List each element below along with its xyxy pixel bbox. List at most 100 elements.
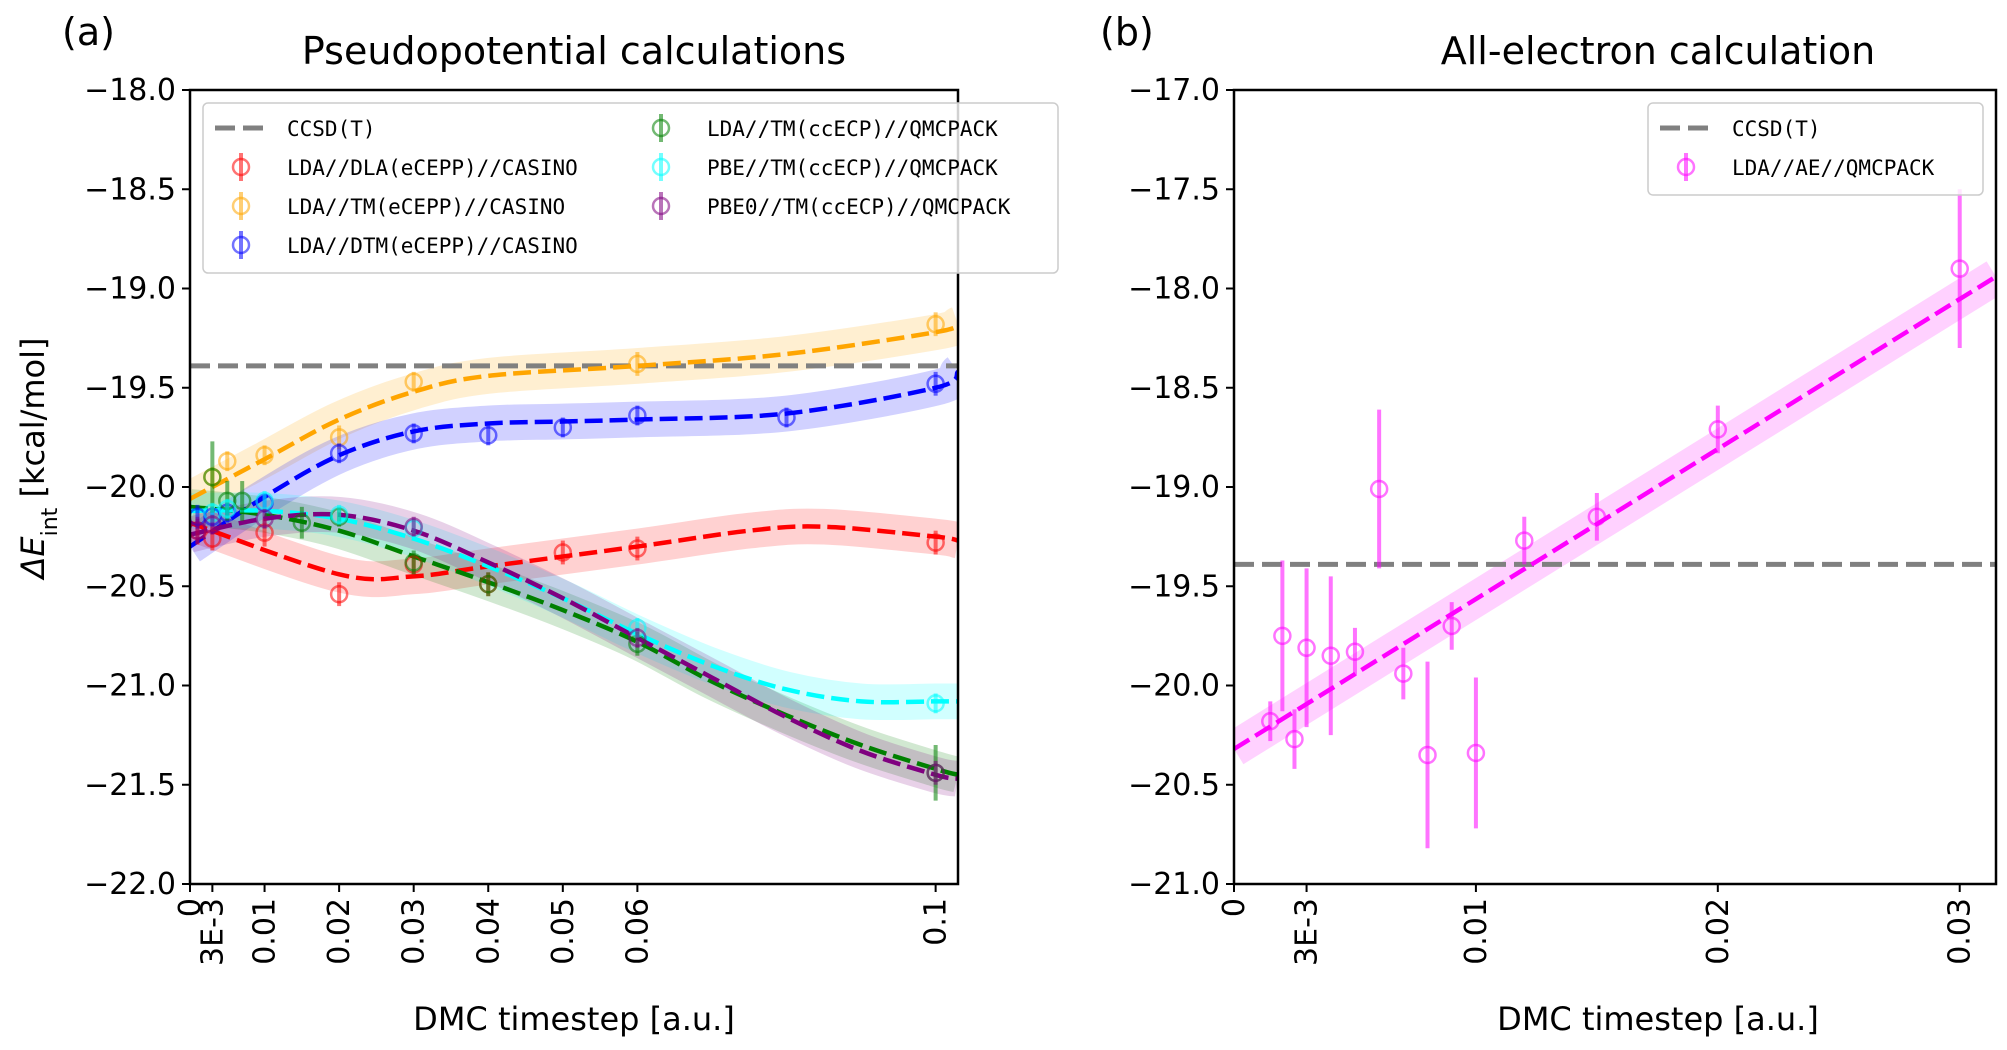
data-point-lda-ae-qmcpack [1587,507,1607,527]
data-point-pbe0-tm-ccecp-qmcpack [203,515,222,534]
legend-label-pbe0-tm-ccecp-qmcpack: PBE0//TM(ccECP)//QMCPACK [707,195,1011,219]
panel-a-x-axis-label: DMC timestep [a.u.] [413,1000,735,1038]
fit-curve-lda-dtm-ecepp-casino [190,370,958,549]
data-point-pbe-tm-ccecp-qmcpack [329,505,349,525]
legend-label-lda-dla-ecepp-casino: LDA//DLA(eCEPP)//CASINO [287,156,578,180]
x-tick-label: 0.04 [471,898,506,965]
data-point-lda-tm-ccecp-qmcpack [292,513,312,532]
legend-swatch-marker [651,196,671,216]
data-point-pbe-tm-ccecp-qmcpack [926,694,945,713]
panel-a-plot-area [190,306,958,801]
panel-b-clipped-content [1234,189,1996,849]
panel-a-clipped-content [190,306,958,801]
data-point-lda-tm-ccecp-qmcpack [203,467,222,487]
y-tick-label: −21.5 [84,768,176,803]
x-tick-label: 0.1 [919,898,954,946]
x-tick-label: 3E-3 [1290,898,1325,966]
y-tick-label: −20.5 [1128,768,1220,803]
panel-b-title: All-electron calculation [1441,29,1875,73]
x-tick-label: 0.03 [397,898,432,965]
panel-a-axes: −18.0 −18.5 −19.0 −19.5 −20.0 −20.5 −21.0 −21.5… [84,73,960,966]
legend-swatch-marker [231,157,251,177]
panel-b: (b) All-electron calculation DMC timeste… [1100,10,1998,1038]
data-point-lda-tm-ccecp-qmcpack [479,575,498,594]
data-point-pbe0-tm-ccecp-qmcpack [628,628,647,648]
fit-curve-lda-tm-ecepp-casino [190,322,958,501]
legend-label-ccsd-t: CCSD(T) [287,117,376,141]
y-tick-label: −18.0 [84,73,176,108]
panel-b-label: (b) [1100,10,1154,54]
x-tick-label: 0.01 [1459,898,1494,965]
y-tick-label: −21.0 [84,669,176,704]
data-point-pbe0-tm-ccecp-qmcpack [926,763,945,783]
data-point-pbe0-tm-ccecp-qmcpack [404,517,423,536]
fit-curve-lda-ae-qmcpack [1234,274,1996,751]
y-tick-label: −20.0 [84,470,176,505]
data-point-lda-dtm-ecepp-casino [777,408,796,427]
data-point-lda-dtm-ecepp-casino [553,418,573,437]
panel-b-axes-frame [1232,88,1998,886]
data-point-lda-dla-ecepp-casino [553,543,573,562]
panel-a-title: Pseudopotential calculations [302,29,846,73]
panel-b-legend: CCSD(T) LDA//AE//QMCPACK [1647,102,1984,196]
y-tick-label: −19.0 [1128,470,1220,505]
panel-a-legend-box [202,102,1059,274]
fit-curve-pbe-tm-ccecp-qmcpack [190,507,958,705]
legend-label-ccsd-t: CCSD(T) [1732,117,1821,141]
x-tick-label: 3E-3 [195,898,230,966]
data-point-lda-dtm-ecepp-casino [404,424,423,443]
data-point-lda-ae-qmcpack [1515,531,1534,550]
data-point-lda-dla-ecepp-casino [926,533,945,552]
data-point-lda-dtm-ecepp-casino [479,426,498,445]
data-point-lda-ae-qmcpack [1285,729,1304,749]
data-point-lda-ae-qmcpack [1345,642,1365,662]
x-tick-label: 0.02 [322,898,357,965]
data-point-lda-ae-qmcpack [1261,711,1280,731]
fit-curve-lda-tm-ccecp-qmcpack [190,504,958,778]
y-tick-label: −19.5 [84,371,176,406]
data-point-lda-ae-qmcpack [1442,616,1461,636]
y-tick-label: −18.5 [84,172,176,207]
data-point-lda-ae-qmcpack [1394,664,1413,683]
data-point-lda-ae-qmcpack [1950,259,1969,278]
panel-b-legend-box [1647,102,1984,196]
data-point-lda-tm-ccecp-qmcpack [404,553,423,572]
data-point-pbe-tm-ccecp-qmcpack [218,499,237,519]
data-point-lda-ae-qmcpack [1369,479,1389,499]
legend-label-lda-dtm-ecepp-casino: LDA//DTM(eCEPP)//CASINO [287,234,578,258]
data-point-lda-ae-qmcpack [1418,745,1437,765]
data-point-lda-ae-qmcpack [1321,646,1341,665]
x-tick-label: 0.03 [1943,898,1978,965]
data-point-lda-tm-ecepp-casino [628,354,647,374]
y-tick-label: −17.5 [1128,172,1220,207]
y-tick-label: −18.5 [1128,371,1220,406]
legend-swatch-marker [651,118,671,138]
x-tick-label: 0 [1217,898,1252,917]
y-tick-label: −17.0 [1128,73,1220,108]
data-point-lda-tm-ccecp-qmcpack [232,491,252,511]
data-point-lda-dtm-ecepp-casino [329,444,349,463]
x-tick-label: 0 [173,898,208,917]
data-point-lda-tm-ecepp-casino [926,314,945,334]
panel-b-x-axis-label: DMC timestep [a.u.] [1497,1000,1819,1038]
y-tick-label: −19.5 [1128,569,1220,604]
legend-label-pbe-tm-ccecp-qmcpack: PBE//TM(ccECP)//QMCPACK [707,156,998,180]
panel-a-label: (a) [62,10,115,54]
legend-label-lda-tm-ccecp-qmcpack: LDA//TM(ccECP)//QMCPACK [707,117,998,141]
data-point-lda-ae-qmcpack [1466,743,1486,763]
data-point-lda-ae-qmcpack [1708,420,1728,439]
data-point-lda-dla-ecepp-casino [329,584,349,604]
y-tick-label: −21.0 [1128,867,1220,902]
x-tick-label: 0.06 [620,898,655,965]
x-tick-label: 0.05 [546,898,581,965]
panel-b-plot-area [1234,189,1996,849]
data-point-lda-tm-ecepp-casino [404,372,423,392]
data-point-lda-ae-qmcpack [1297,638,1316,658]
data-point-lda-ae-qmcpack [1273,626,1292,646]
y-tick-label: −22.0 [84,867,176,902]
y-tick-label: −20.0 [1128,669,1220,704]
legend-swatch-marker [231,196,251,216]
y-tick-label: −20.5 [84,569,176,604]
data-point-lda-tm-ecepp-casino [218,451,237,471]
